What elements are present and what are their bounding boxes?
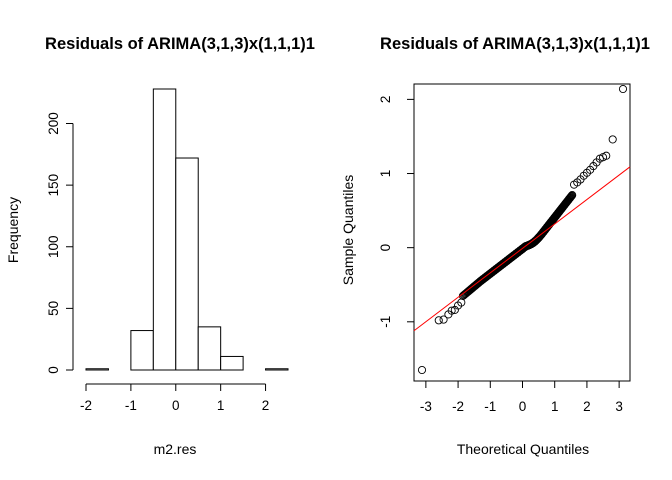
histogram-x-axis: -2 -1 0 1 2	[80, 383, 270, 413]
histogram-panel: Residuals of ARIMA(3,1,3)x(1,1,1)1 m2.re…	[5, 35, 315, 457]
qq-plot-y-axis-label: Sample Quantiles	[340, 175, 356, 286]
qq-point	[457, 298, 466, 307]
qq-point	[434, 316, 443, 325]
qq-y-tick-label: 1	[378, 170, 393, 178]
qq-point	[447, 306, 456, 315]
qq-point	[566, 193, 575, 202]
histogram-x-tick-label: 1	[217, 398, 225, 413]
qq-plot-frame	[413, 83, 631, 382]
qq-point	[602, 151, 611, 160]
qq-plot-x-axis: -3 -2 -1 0 1 2 3	[420, 381, 623, 414]
histogram-x-tick-label: 2	[262, 398, 270, 413]
qq-x-tick-label: 3	[615, 399, 623, 414]
qq-y-tick-label: 0	[378, 244, 393, 252]
histogram-x-tick-label: -1	[125, 398, 137, 413]
histogram-bar	[220, 355, 244, 371]
qq-point	[439, 315, 448, 324]
qq-plot-x-axis-label: Theoretical Quantiles	[457, 441, 589, 457]
qq-point	[608, 135, 617, 144]
histogram-y-axis: 0 50 100 150 200	[46, 112, 74, 374]
histogram-bar	[85, 368, 109, 371]
qq-x-tick-label: -3	[420, 399, 432, 414]
qq-plot-y-axis: -1 0 1 2	[378, 96, 414, 328]
histogram-bar	[265, 368, 289, 371]
histogram-y-axis-label: Frequency	[5, 197, 21, 263]
qq-point	[618, 84, 628, 94]
histogram-y-tick-label: 150	[46, 174, 61, 197]
histogram-y-tick-label: 0	[46, 366, 61, 374]
histogram-x-tick-label: -2	[80, 398, 92, 413]
qq-plot-panel: Residuals of ARIMA(3,1,3)x(1,1,1)1 Theor…	[340, 35, 650, 457]
qq-point	[568, 191, 577, 200]
qq-x-tick-label: 0	[519, 399, 527, 414]
histogram-title: Residuals of ARIMA(3,1,3)x(1,1,1)1	[45, 35, 315, 53]
qq-plot-title: Residuals of ARIMA(3,1,3)x(1,1,1)1	[380, 35, 650, 53]
qq-point	[567, 191, 576, 200]
histogram-bars	[85, 88, 289, 371]
qq-x-tick-label: -1	[484, 399, 496, 414]
qq-point	[567, 192, 576, 201]
qq-point	[566, 193, 575, 202]
histogram-bar	[175, 157, 199, 371]
histogram-x-axis-label: m2.res	[154, 441, 197, 457]
qq-plot-points	[417, 84, 628, 375]
qq-x-tick-label: -2	[452, 399, 464, 414]
qq-y-tick-label: 2	[378, 96, 393, 104]
qq-reference-line	[413, 166, 631, 332]
histogram-y-tick-label: 50	[46, 301, 61, 316]
histogram-y-tick-label: 100	[46, 235, 61, 258]
qq-point	[417, 365, 427, 375]
qq-x-tick-label: 1	[551, 399, 559, 414]
histogram-bar	[130, 330, 154, 371]
histogram-bar	[152, 88, 177, 371]
qq-x-tick-label: 2	[583, 399, 591, 414]
qq-y-tick-label: -1	[378, 316, 393, 328]
histogram-x-tick-label: 0	[172, 398, 180, 413]
histogram-y-tick-label: 200	[46, 112, 61, 135]
histogram-bar	[197, 326, 222, 371]
